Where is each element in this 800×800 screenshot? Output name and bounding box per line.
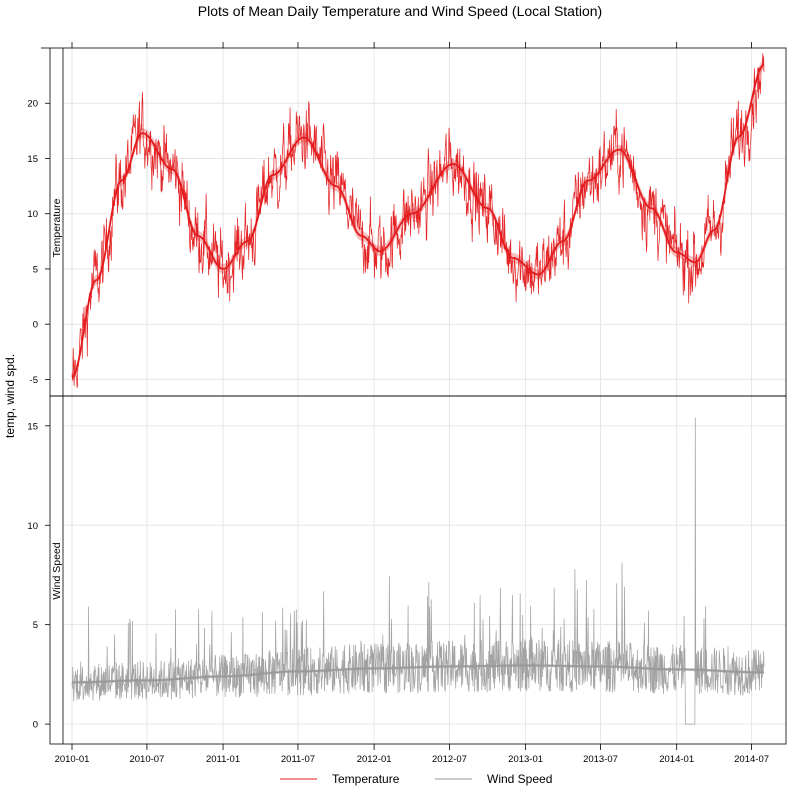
y-tick-label: 0 — [33, 320, 38, 331]
x-tick-label: 2012-01 — [357, 754, 392, 765]
x-tick-label: 2014-07 — [734, 754, 769, 765]
y-tick-label: 15 — [27, 154, 38, 165]
y-tick-label: 10 — [27, 209, 38, 220]
strip-label-temperature: Temperature — [51, 198, 63, 257]
y-tick-label: 5 — [33, 620, 38, 631]
x-tick-label: 2010-07 — [129, 754, 164, 765]
series-line-wind-speed — [71, 417, 765, 725]
legend-label: Wind Speed — [487, 772, 552, 786]
series-line-temperature — [71, 53, 765, 388]
chart-title: Plots of Mean Daily Temperature and Wind… — [197, 3, 603, 19]
x-tick-label: 2014-01 — [659, 754, 694, 765]
x-tick-label: 2013-01 — [508, 754, 543, 765]
y-tick-label: 0 — [33, 720, 38, 731]
x-tick-label: 2011-07 — [281, 754, 315, 765]
x-tick-label: 2010-01 — [55, 754, 90, 765]
y-tick-label: 15 — [27, 421, 38, 432]
y-tick-label: 5 — [33, 264, 38, 275]
strip-label-wind-speed: Wind Speed — [51, 542, 63, 599]
legend-label: Temperature — [332, 772, 400, 786]
y-axis-label: temp, wind spd. — [3, 354, 17, 438]
panel-frame — [49, 395, 787, 745]
y-tick-label: 10 — [27, 521, 38, 532]
smooth-line-temperature — [71, 63, 765, 378]
x-tick-label: 2013-07 — [583, 754, 618, 765]
x-tick-label: 2011-01 — [206, 754, 240, 765]
y-tick-label: 20 — [27, 99, 38, 110]
x-tick-label: 2012-07 — [432, 754, 467, 765]
smooth-line-wind-speed — [72, 664, 764, 684]
y-tick-label: -5 — [30, 375, 38, 386]
